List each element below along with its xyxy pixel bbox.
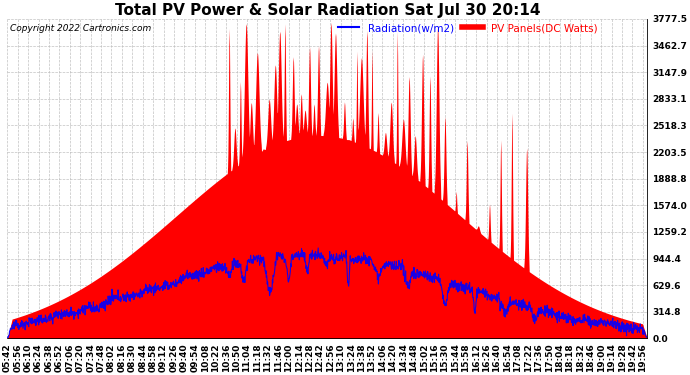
Text: Copyright 2022 Cartronics.com: Copyright 2022 Cartronics.com (10, 24, 152, 33)
Legend: Radiation(w/m2), PV Panels(DC Watts): Radiation(w/m2), PV Panels(DC Watts) (334, 19, 602, 37)
Title: Total PV Power & Solar Radiation Sat Jul 30 20:14: Total PV Power & Solar Radiation Sat Jul… (115, 3, 540, 18)
